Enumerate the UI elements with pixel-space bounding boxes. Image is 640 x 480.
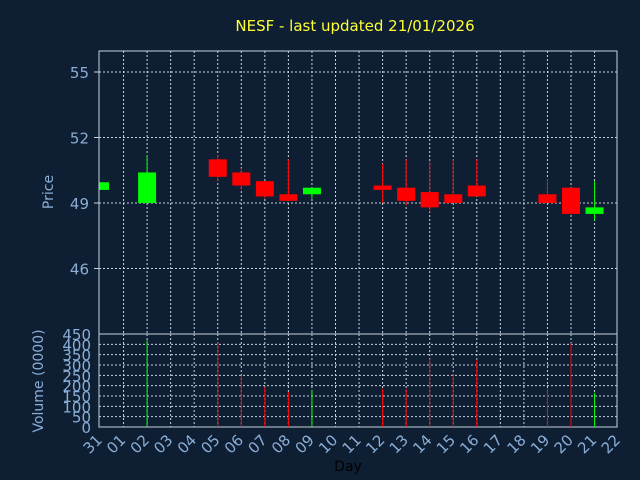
candle-body (279, 194, 298, 201)
candle-body (208, 159, 227, 177)
x-axis-label: Day (334, 459, 362, 475)
x-tick-label: 03 (150, 431, 176, 457)
candle-body (420, 192, 439, 208)
candle-body (562, 187, 580, 214)
x-tick-label: 18 (503, 431, 529, 457)
volume-bars-layer (146, 340, 596, 427)
volume-plot-area (98, 333, 618, 428)
volume-tick-label: 450 (62, 326, 91, 344)
volume-tick-label: 100 (62, 398, 91, 416)
volume-tick-label: 50 (72, 409, 91, 427)
candle-body (444, 194, 463, 203)
x-tick-label: 16 (456, 431, 482, 457)
x-tick-label: 05 (197, 431, 223, 457)
candle-body (467, 185, 486, 197)
candle-body (232, 172, 251, 186)
x-tick-label: 04 (174, 431, 200, 457)
candle-body (138, 172, 157, 203)
x-tick-label: 21 (574, 431, 600, 457)
candle-body (100, 182, 109, 190)
price-tick-label: 52 (70, 130, 89, 148)
x-tick-label: 20 (551, 431, 577, 457)
x-tick-label: 22 (598, 431, 624, 457)
x-tick-label: 19 (527, 431, 553, 457)
x-tick-label: 14 (409, 431, 435, 457)
volume-tick-label: 300 (62, 357, 91, 375)
x-tick-labels: 3101020304050607080910111213141516171819… (80, 431, 624, 457)
candle-body (255, 181, 274, 197)
volume-tick-label: 250 (62, 367, 91, 385)
x-tick-label: 15 (433, 431, 459, 457)
x-tick-label: 02 (127, 431, 153, 457)
price-tick-label: 49 (70, 195, 89, 213)
volume-tick-label: 200 (62, 378, 91, 396)
candles-layer (99, 154, 604, 221)
x-tick-label: 08 (268, 431, 294, 457)
volume-tick-label: 150 (62, 388, 91, 406)
price-tick-label: 55 (70, 64, 89, 82)
price-tick-labels: 46 49 52 55 (70, 64, 89, 279)
candle-body (397, 187, 416, 201)
volume-axis-label: Volume (0000) (31, 329, 47, 432)
chart-title: NESF - last updated 21/01/2026 (235, 17, 474, 35)
grid-lines (94, 51, 617, 427)
x-tick-label: 01 (103, 431, 129, 457)
volume-tick-label: 0 (81, 419, 91, 437)
price-tick-label: 46 (70, 261, 89, 279)
candle-body (585, 207, 604, 214)
candle-body (302, 187, 321, 195)
x-tick-label: 17 (480, 431, 506, 457)
x-tick-label: 06 (221, 431, 247, 457)
price-plot-area (98, 50, 618, 335)
x-tick-label: 10 (315, 431, 341, 457)
candle-body (538, 194, 557, 203)
candle-body (373, 185, 392, 190)
price-axis-label: Price (41, 175, 57, 209)
x-tick-label: 11 (339, 431, 365, 457)
volume-tick-label: 400 (62, 336, 91, 354)
x-tick-label: 12 (362, 431, 388, 457)
x-tick-label: 13 (386, 431, 412, 457)
volume-tick-label: 350 (62, 347, 91, 365)
x-tick-label: 09 (292, 431, 318, 457)
x-tick-label: 07 (244, 431, 270, 457)
